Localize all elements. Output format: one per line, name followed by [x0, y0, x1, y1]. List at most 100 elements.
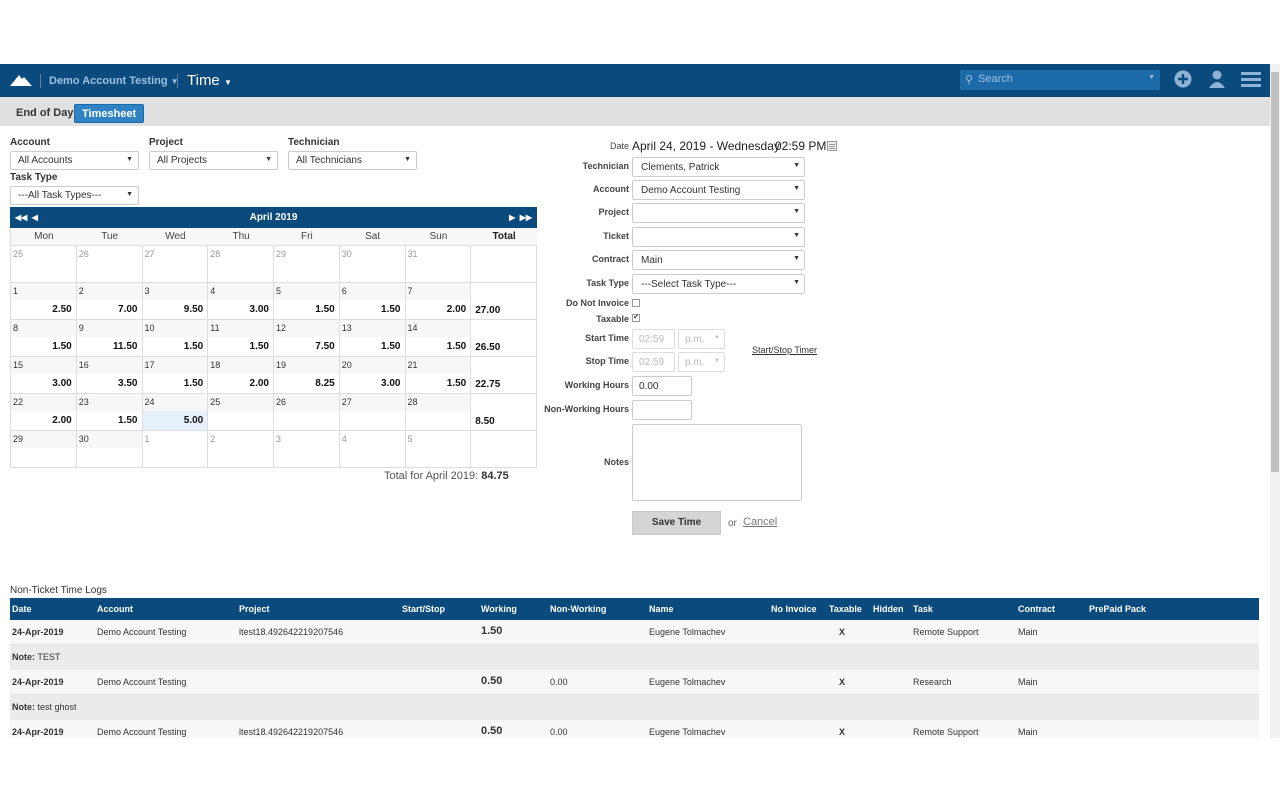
- calendar-day[interactable]: 11 1.50: [208, 320, 274, 357]
- calendar-day[interactable]: 29: [11, 431, 77, 468]
- table-row[interactable]: 24-Apr-2019 Demo Account Testing 0.50 0.00 E…: [10, 670, 1259, 695]
- day-number: 1: [144, 434, 150, 444]
- calendar-day[interactable]: 1 2.50: [11, 283, 77, 320]
- user-icon[interactable]: [1208, 70, 1226, 88]
- column-header[interactable]: Taxable: [829, 604, 862, 614]
- project-filter-select[interactable]: All Projects ▼: [149, 151, 278, 170]
- prev-year-icon[interactable]: ◀◀: [15, 213, 28, 222]
- column-header[interactable]: Task: [913, 604, 933, 614]
- start-time-input[interactable]: 02:59: [632, 329, 675, 349]
- column-header[interactable]: Date: [12, 604, 32, 614]
- technician-select[interactable]: Clements, Patrick ▼: [632, 157, 805, 177]
- account-select[interactable]: Demo Account Testing ▼: [632, 180, 805, 200]
- calendar-day[interactable]: 3: [274, 431, 340, 468]
- calendar-day[interactable]: 2: [208, 431, 274, 468]
- calendar-day[interactable]: 31: [405, 246, 472, 283]
- working-hours-input[interactable]: 0.00: [632, 376, 692, 396]
- calendar-day[interactable]: 24 5.00: [142, 394, 209, 431]
- calendar-day[interactable]: 18 2.00: [208, 357, 274, 394]
- column-header[interactable]: Project: [239, 604, 270, 614]
- account-filter-select[interactable]: All Accounts ▼: [10, 151, 139, 170]
- caret-down-icon: ▼: [265, 156, 272, 163]
- stop-time-input[interactable]: 02:59: [632, 352, 675, 372]
- column-header[interactable]: Contract: [1018, 604, 1056, 614]
- ticket-select[interactable]: ▼: [632, 227, 805, 247]
- menu-icon[interactable]: [1241, 72, 1261, 88]
- calendar-day[interactable]: 23 1.50: [76, 394, 143, 431]
- contract-select[interactable]: Main ▼: [632, 250, 805, 270]
- calendar-day[interactable]: 1: [142, 431, 209, 468]
- start-ampm-select[interactable]: p.m. ▼: [678, 329, 725, 349]
- calendar-day[interactable]: 29: [274, 246, 340, 283]
- add-icon[interactable]: [1174, 70, 1192, 88]
- column-header[interactable]: Account: [97, 604, 133, 614]
- calendar-day[interactable]: 20 3.00: [339, 357, 406, 394]
- save-time-button[interactable]: Save Time: [632, 511, 721, 535]
- calendar-day[interactable]: 19 8.25: [274, 357, 340, 394]
- calendar-day[interactable]: 26: [76, 246, 143, 283]
- calendar-day[interactable]: 2 7.00: [76, 283, 143, 320]
- calendar-day[interactable]: 17 1.50: [142, 357, 209, 394]
- calendar-day[interactable]: 14 1.50: [405, 320, 472, 357]
- tasktype-select[interactable]: ---Select Task Type--- ▼: [632, 274, 805, 294]
- calendar-day[interactable]: 12 7.50: [274, 320, 340, 357]
- calendar-day[interactable]: 9 11.50: [76, 320, 143, 357]
- calendar-day[interactable]: 16 3.50: [76, 357, 143, 394]
- calendar-day[interactable]: 22 2.00: [11, 394, 77, 431]
- nonworking-hours-input[interactable]: [632, 400, 692, 420]
- calendar-day[interactable]: 4: [339, 431, 406, 468]
- taxable-checkbox[interactable]: ✔: [632, 314, 640, 322]
- day-number: 26: [78, 249, 89, 259]
- technician-filter-select[interactable]: All Technicians ▼: [288, 151, 417, 170]
- next-month-icon[interactable]: ▶: [509, 213, 516, 222]
- column-header[interactable]: Hidden: [873, 604, 904, 614]
- calendar-day[interactable]: 5 1.50: [274, 283, 340, 320]
- donotinvoice-checkbox[interactable]: [632, 299, 640, 307]
- calendar-day[interactable]: 10 1.50: [142, 320, 209, 357]
- calendar-day[interactable]: 3 9.50: [142, 283, 209, 320]
- table-row[interactable]: 24-Apr-2019 Demo Account Testing ltest18.4…: [10, 620, 1259, 645]
- calendar-day[interactable]: 8 1.50: [11, 320, 77, 357]
- day-number: 4: [208, 283, 273, 300]
- project-select[interactable]: ▼: [632, 203, 805, 223]
- calendar-day[interactable]: 28: [208, 246, 274, 283]
- next-year-icon[interactable]: ▶▶: [519, 213, 532, 222]
- calendar-day[interactable]: 21 1.50: [405, 357, 472, 394]
- notes-textarea[interactable]: [632, 424, 802, 501]
- table-row[interactable]: 24-Apr-2019 Demo Account Testing ltest18.4…: [10, 720, 1259, 738]
- calendar-icon[interactable]: [827, 141, 837, 151]
- start-stop-timer-link[interactable]: Start/Stop Timer: [752, 345, 818, 355]
- column-header[interactable]: Working: [481, 604, 517, 614]
- column-header[interactable]: Name: [649, 604, 674, 614]
- column-header[interactable]: PrePaid Pack: [1089, 604, 1147, 614]
- calendar-day[interactable]: 5: [405, 431, 472, 468]
- calendar-day[interactable]: 26: [274, 394, 340, 431]
- column-header[interactable]: Non-Working: [550, 604, 607, 614]
- scrollbar-thumb[interactable]: [1271, 72, 1279, 472]
- calendar-day[interactable]: 7 2.00: [405, 283, 472, 320]
- calendar-day[interactable]: 30: [339, 246, 406, 283]
- tasktype-filter-select[interactable]: ---All Task Types--- ▼: [10, 186, 139, 205]
- calendar-day[interactable]: 6 1.50: [339, 283, 406, 320]
- account-switcher[interactable]: Demo Account Testing ▼: [49, 75, 179, 87]
- calendar-day[interactable]: 25: [11, 246, 77, 283]
- calendar-day[interactable]: 13 1.50: [339, 320, 406, 357]
- cancel-link[interactable]: Cancel: [743, 516, 778, 528]
- logo-mountain-icon[interactable]: [10, 73, 32, 87]
- module-switcher[interactable]: Time ▼: [187, 72, 232, 89]
- column-header[interactable]: No Invoice: [771, 604, 817, 614]
- calendar-day[interactable]: 30: [76, 431, 143, 468]
- tab-end-of-day[interactable]: End of Day: [16, 107, 74, 119]
- calendar-day[interactable]: 4 3.00: [208, 283, 274, 320]
- calendar-day[interactable]: 28: [405, 394, 472, 431]
- stop-ampm-select[interactable]: p.m. ▼: [678, 352, 725, 372]
- column-header[interactable]: Start/Stop: [402, 604, 446, 614]
- tab-timesheet[interactable]: Timesheet: [74, 104, 145, 123]
- calendar-day[interactable]: 25: [208, 394, 274, 431]
- prev-month-icon[interactable]: ◀: [31, 213, 38, 222]
- calendar-day[interactable]: 27: [142, 246, 209, 283]
- scrollbar[interactable]: [1270, 64, 1280, 738]
- calendar-day[interactable]: 27: [339, 394, 406, 431]
- search-input[interactable]: ⚲ Search ▼: [960, 70, 1160, 90]
- calendar-day[interactable]: 15 3.00: [11, 357, 77, 394]
